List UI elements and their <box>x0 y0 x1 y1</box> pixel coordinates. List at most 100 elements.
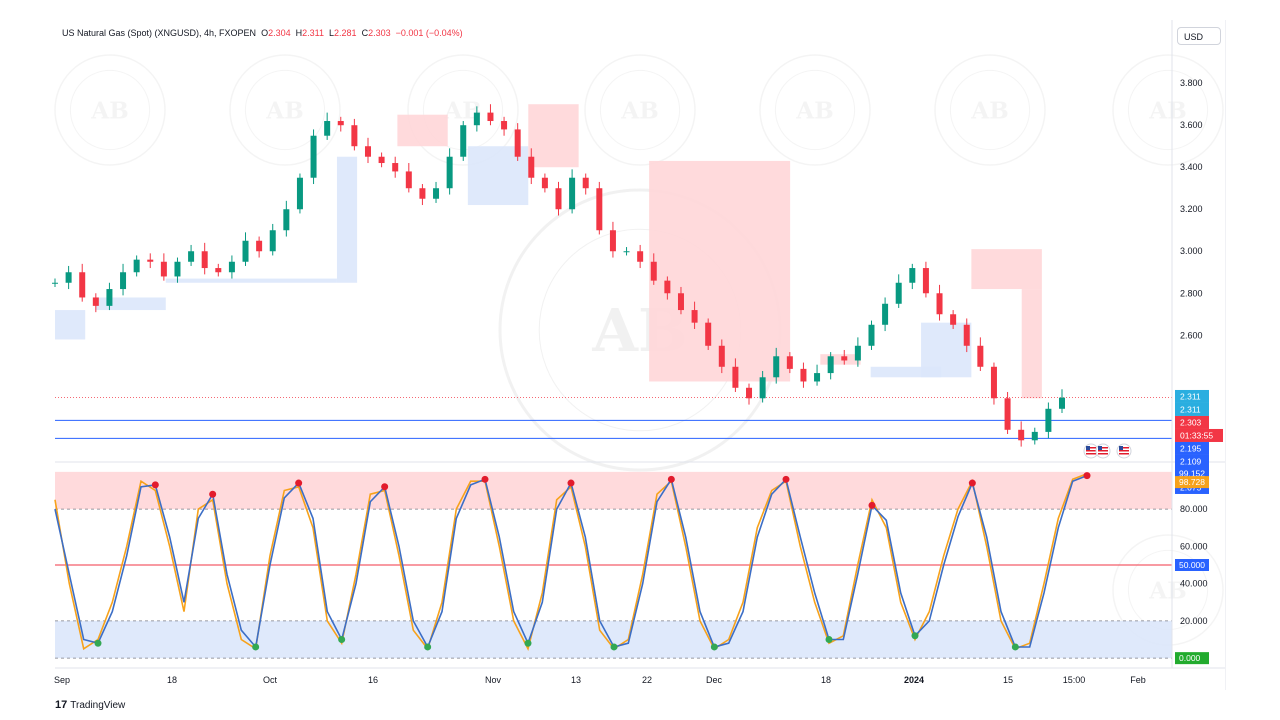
candle <box>650 253 657 285</box>
peak-marker <box>782 475 790 483</box>
svg-text:01:33:55: 01:33:55 <box>1180 430 1213 440</box>
price-tick: 2.800 <box>1180 288 1203 298</box>
candle <box>65 265 72 290</box>
candle <box>79 263 86 302</box>
price-badge: 01:33:55 <box>1175 428 1223 442</box>
tradingview-brand[interactable]: 17 TradingView <box>55 699 125 711</box>
zone-rect <box>1021 289 1042 399</box>
peak-marker <box>151 481 159 489</box>
zone-rect <box>921 322 972 378</box>
candle <box>473 106 480 132</box>
candle <box>446 148 453 195</box>
peak-marker <box>868 501 876 509</box>
candle <box>732 358 739 392</box>
candle <box>419 184 426 206</box>
peak-marker <box>968 479 976 487</box>
open-value: 2.304 <box>268 28 291 38</box>
economic-events[interactable] <box>1083 443 1132 459</box>
candle <box>854 337 861 367</box>
candle <box>364 137 371 164</box>
us-flag-icon[interactable] <box>1116 443 1132 459</box>
candle <box>228 255 235 279</box>
svg-text:2.303: 2.303 <box>1180 417 1202 427</box>
time-axis[interactable]: Sep 18 Oct 16 Nov 13 22 Dec 18 2024 15 15:00 Feb <box>54 675 1146 685</box>
candle <box>1031 427 1038 445</box>
zone-rect <box>336 156 358 283</box>
trough-marker <box>94 639 102 647</box>
tradingview-logo-icon: 17 <box>55 699 68 711</box>
zone-rect <box>397 114 448 147</box>
candle <box>106 282 113 311</box>
candle <box>120 263 127 296</box>
candle <box>351 118 358 151</box>
candle <box>52 278 58 287</box>
candle <box>936 284 943 321</box>
svg-text:2.311: 2.311 <box>1180 404 1201 414</box>
oscillator-pane[interactable] <box>54 471 1172 659</box>
svg-text:2.195: 2.195 <box>1180 443 1202 453</box>
candle <box>201 242 208 275</box>
osc-tick: 40.000 <box>1180 579 1208 589</box>
candle <box>514 123 521 161</box>
peak-marker <box>295 479 303 487</box>
trough-marker <box>424 643 432 651</box>
candle <box>188 244 195 266</box>
candle <box>133 255 140 277</box>
overbought-band <box>55 471 1172 510</box>
zone-rect <box>95 297 166 311</box>
zone-rect <box>55 310 86 340</box>
candle <box>922 261 929 298</box>
low-label: L <box>329 28 335 38</box>
price-axis[interactable]: 3.800 3.600 3.400 3.200 3.000 2.800 2.600 2.311… <box>55 20 1226 690</box>
candle <box>433 181 440 203</box>
high-label: H <box>295 28 303 38</box>
open-label: O <box>261 28 269 38</box>
svg-text:AB: AB <box>1148 577 1186 604</box>
us-flag-icon[interactable] <box>1095 443 1111 459</box>
candle <box>909 263 916 290</box>
candle <box>310 129 317 185</box>
candle <box>977 337 984 371</box>
low-value: 2.281 <box>334 28 357 38</box>
candle <box>814 364 821 386</box>
zone-rect <box>649 160 791 382</box>
close-label: C <box>361 28 369 38</box>
candle <box>215 263 222 277</box>
osc-tick: 80.000 <box>1180 504 1208 514</box>
candle <box>283 200 290 237</box>
peak-marker <box>481 475 489 483</box>
candle <box>596 181 603 235</box>
osc-badge: 0.000 <box>1175 652 1209 665</box>
svg-text:2.311: 2.311 <box>1180 391 1201 401</box>
us-flag-icon[interactable] <box>1083 443 1099 459</box>
svg-text:0.000: 0.000 <box>1179 653 1201 663</box>
candle <box>800 362 807 388</box>
osc-tick: 20.000 <box>1180 616 1208 626</box>
candle <box>256 236 263 258</box>
svg-text:AB: AB <box>620 97 658 124</box>
candle <box>705 318 712 350</box>
candle <box>296 173 303 214</box>
candle <box>147 253 154 269</box>
currency-button[interactable]: USD <box>1177 27 1221 45</box>
time-tick: Nov <box>485 675 502 685</box>
candle <box>378 152 385 168</box>
candle <box>555 181 562 216</box>
candle <box>786 352 793 374</box>
zone-rect <box>870 366 942 378</box>
price-badge: 2.311 <box>1175 402 1209 416</box>
price-tick: 2.600 <box>1180 330 1203 340</box>
price-badge: 2.303 <box>1175 415 1209 429</box>
candle <box>1045 402 1052 439</box>
candle <box>623 247 630 256</box>
osc-badge: 98.728 <box>1175 476 1209 489</box>
trough-marker <box>911 632 919 640</box>
price-pane[interactable] <box>52 104 1172 447</box>
right-border <box>1225 20 1226 690</box>
candle <box>324 112 331 140</box>
trough-marker <box>825 636 833 644</box>
candle <box>487 104 494 126</box>
zone-rect <box>820 354 861 365</box>
